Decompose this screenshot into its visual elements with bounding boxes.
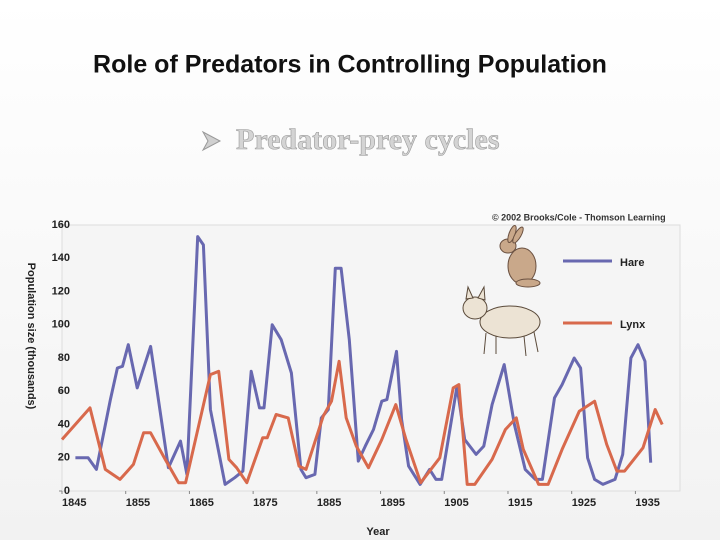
series-line: [60, 359, 664, 486]
y-tick-label: 100: [52, 319, 70, 331]
legend-label: Lynx: [620, 319, 646, 331]
legend: Hare Lynx: [563, 257, 646, 331]
legend-label: Hare: [620, 257, 644, 269]
x-tick-label: 1885: [317, 497, 341, 509]
credit: © 2002 Brooks/Cole - Thomson Learning: [492, 212, 666, 222]
x-tick-label: 1855: [126, 497, 150, 509]
subtitle: Predator-prey cycles: [236, 123, 500, 156]
hare-illustration: [499, 224, 541, 288]
y-tick-label: 120: [52, 285, 70, 297]
x-tick-label: 1925: [572, 497, 596, 509]
x-tick-label: 1845: [62, 497, 86, 509]
y-tick-label: 40: [58, 418, 70, 430]
x-tick-label: 1915: [508, 497, 532, 509]
x-tick-label: 1905: [444, 497, 468, 509]
x-tick-label: 1865: [189, 497, 213, 509]
x-axis-label: Year: [366, 526, 390, 538]
y-tick-label: 140: [52, 252, 70, 264]
y-tick-label: 80: [58, 352, 70, 364]
x-tick-label: 1895: [381, 497, 405, 509]
slide-title: Role of Predators in Controlling Populat…: [93, 51, 607, 79]
lynx-illustration: [462, 285, 541, 357]
y-tick-label: 160: [52, 219, 70, 231]
y-tick-label: 60: [58, 385, 70, 397]
bullet-arrow: [201, 130, 222, 152]
y-tick-label: 20: [58, 452, 70, 464]
x-tick-label: 1935: [635, 497, 659, 509]
y-tick-label: 0: [64, 485, 70, 497]
x-tick-label: 1875: [253, 497, 277, 509]
y-axis-label: Population size (thousands): [25, 263, 37, 410]
